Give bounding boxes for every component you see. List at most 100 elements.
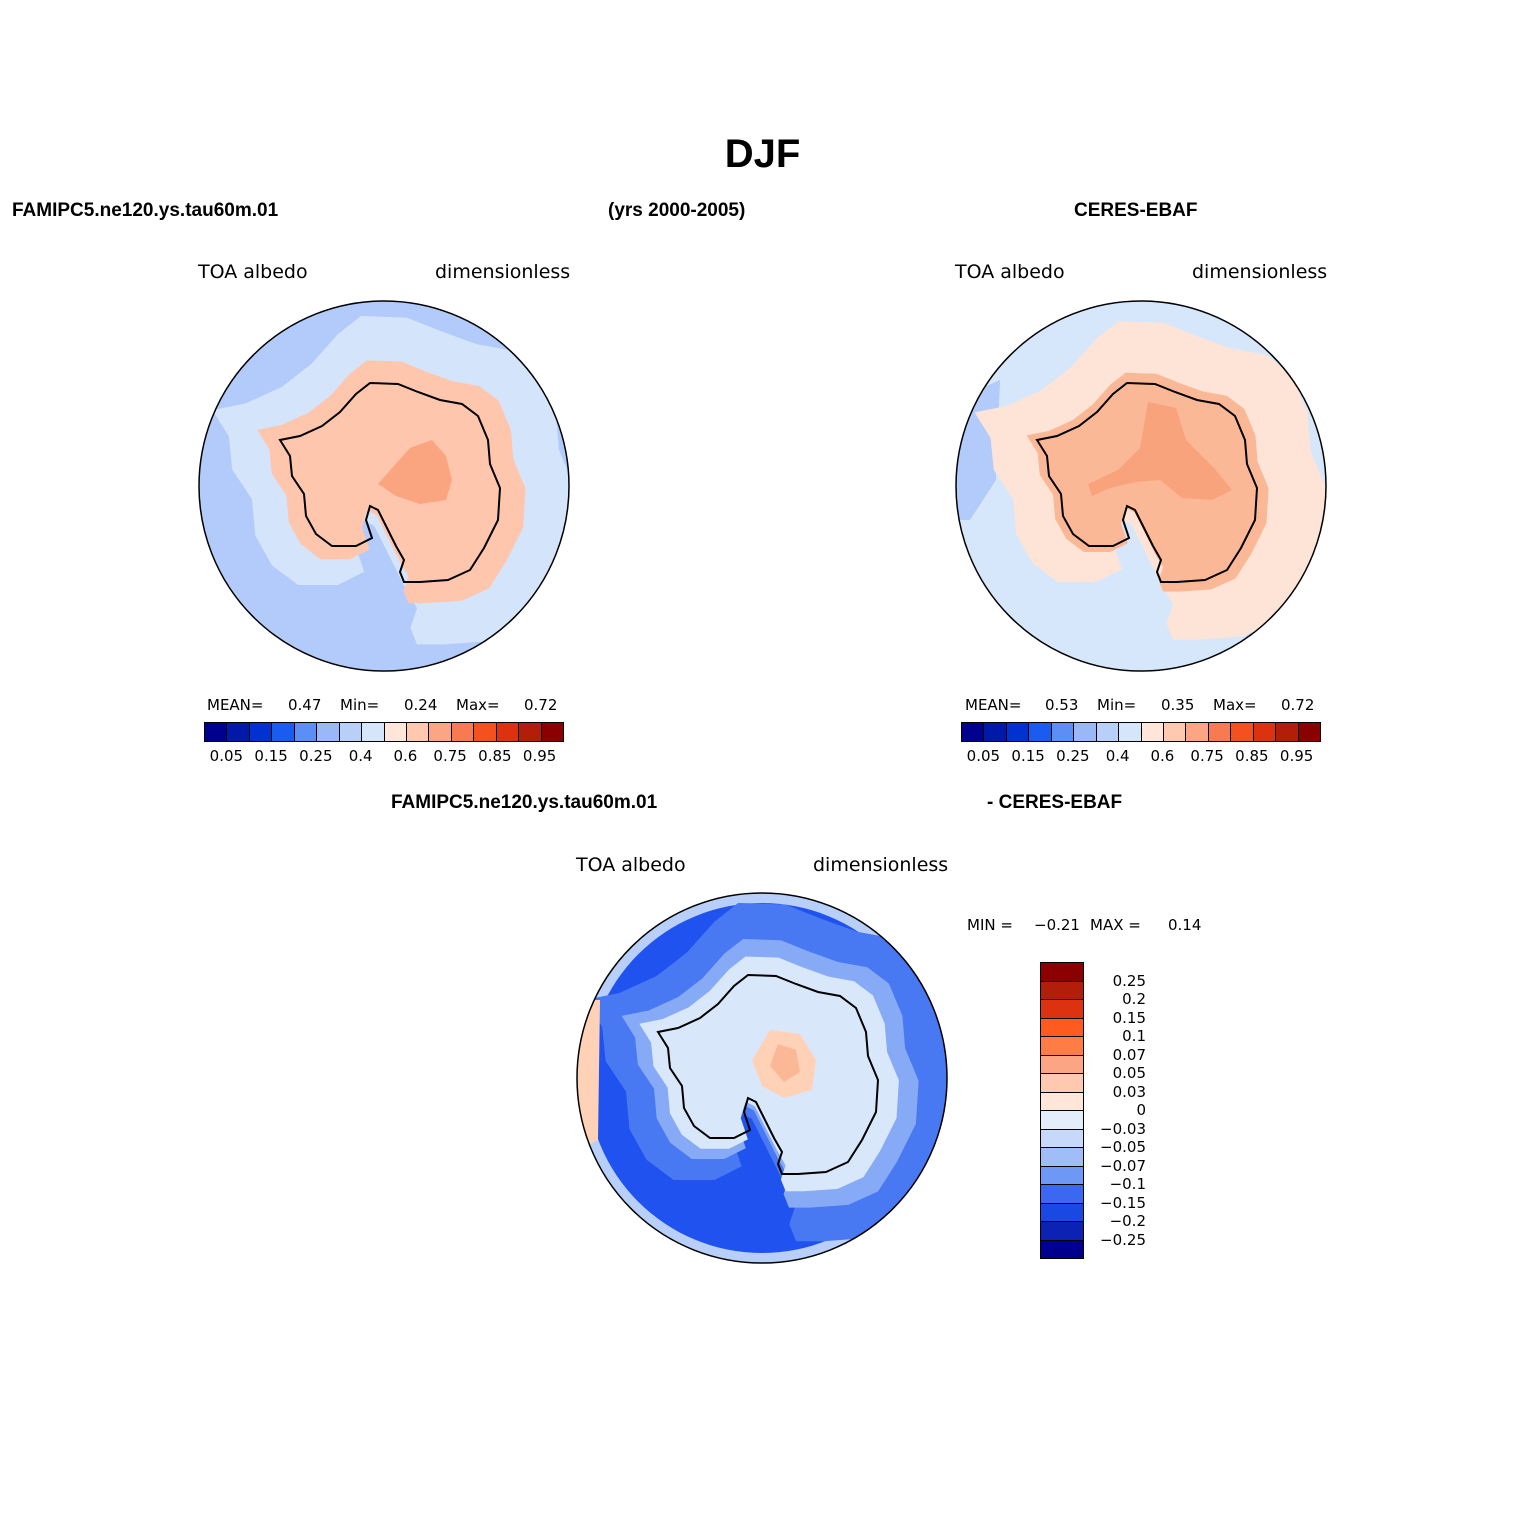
model-colorbar-swatch [429,723,452,741]
diff-colorbar-swatch [1041,1055,1083,1074]
diff-variable-label: TOA albedo [576,854,686,876]
obs-case-title: CERES-EBAF [1074,200,1198,221]
diff-colorbar-swatch [1041,1222,1083,1241]
model-colorbar [204,722,564,742]
obs-colorbar-swatch [1119,723,1142,741]
model-colorbar-swatch [294,723,318,741]
obs-colorbar-tick-label: 0.4 [1105,747,1130,765]
model-colorbar-tick-label: 0.05 [209,747,244,765]
model-colorbar-swatch [474,723,497,741]
diff-colorbar-tick-label: 0.07 [1112,1045,1146,1064]
obs-units-label: dimensionless [1192,261,1328,283]
model-map [198,300,570,672]
model-colorbar-swatch [249,723,273,741]
obs-min-value: 0.35 [1161,696,1195,714]
obs-max-value: 0.72 [1281,696,1315,714]
obs-colorbar [961,722,1321,742]
model-units-label: dimensionless [435,261,571,283]
obs-map [955,300,1327,672]
model-max-label: Max= [456,696,500,714]
diff-colorbar-tick-label: 0 [1136,1101,1146,1119]
obs-colorbar-tick-label: 0.25 [1056,747,1090,765]
model-colorbar-tick-label: 0.75 [433,747,467,765]
obs-colorbar-tick-label: 0.05 [966,747,1001,765]
diff-units-label: dimensionless [813,854,949,876]
model-colorbar-swatch [317,723,340,741]
model-colorbar-swatch [362,723,385,741]
obs-colorbar-swatch [1163,723,1187,741]
model-coastline [278,381,502,583]
diff-colorbar-tick-label: −0.2 [1109,1212,1146,1230]
model-high-albedo [378,440,452,504]
model-min-value: 0.24 [404,696,438,714]
model-colorbar-tick-label: 0.25 [299,747,333,765]
model-colorbar-tick-label: 0.6 [393,747,418,765]
diff-colorbar-tick-label: 0.25 [1112,971,1146,990]
diff-coastline [656,973,880,1175]
diff-colorbar-tick-label: −0.25 [1100,1230,1146,1249]
obs-colorbar-tick-label: 0.15 [1011,747,1045,765]
page-title: DJF [724,132,801,176]
model-colorbar-swatch [541,723,563,741]
diff-colorbar-swatch [1041,963,1083,982]
diff-max-value: 0.14 [1168,916,1202,934]
diff-colorbar-tick-label: 0.2 [1122,990,1146,1008]
obs-colorbar-swatch [1051,723,1075,741]
diff-colorbar-tick-label: 0.15 [1112,1008,1146,1027]
diff-colorbar-tick-label: −0.03 [1100,1119,1146,1138]
model-colorbar-tick-label: 0.95 [522,747,557,765]
obs-colorbar-tick-label: 0.6 [1150,747,1175,765]
diff-case-title: FAMIPC5.ne120.ys.tau60m.01 [391,792,658,813]
model-colorbar-tick-label: 0.15 [254,747,288,765]
diff-colorbar-swatch [1041,1166,1083,1185]
diff-colorbar-swatch [1041,1203,1083,1222]
diff-obs-title: - CERES-EBAF [987,792,1123,813]
obs-coastline [1035,381,1259,583]
obs-colorbar-tick-label: 0.75 [1190,747,1224,765]
obs-max-label: Max= [1213,696,1257,714]
model-min-label: Min= [340,696,380,714]
diff-colorbar-tick-label: −0.05 [1100,1138,1146,1156]
diff-colorbar-tick-label: −0.07 [1100,1156,1146,1175]
diff-colorbar-swatch [1041,1000,1083,1019]
obs-colorbar-swatch [1096,723,1120,741]
model-colorbar-swatch [272,723,295,741]
diff-min-label: MIN = [967,916,1013,934]
obs-colorbar-swatch [1186,723,1209,741]
obs-colorbar-swatch [962,723,985,741]
obs-min-label: Min= [1097,696,1137,714]
diff-colorbar-swatch [1041,1074,1083,1093]
obs-land [1026,372,1269,592]
diff-colorbar-swatch [1041,981,1083,1000]
diff-max-label: MAX = [1090,916,1141,934]
diff-min-value: −0.21 [1034,916,1080,934]
diff-colorbar-swatch [1041,1185,1083,1204]
model-colorbar-swatch [519,723,542,741]
diff-positive-core [770,1044,800,1082]
model-colorbar-tick-label: 0.85 [478,747,512,765]
obs-mean-label: MEAN= [965,696,1022,714]
diff-map [576,892,948,1264]
years-label: (yrs 2000-2005) [608,200,746,221]
diff-colorbar-swatch [1041,1129,1083,1148]
obs-high-albedo [1088,402,1232,500]
diff-colorbar-swatch [1041,1018,1083,1037]
obs-colorbar-swatch [1276,723,1299,741]
diff-colorbar-swatch [1041,1092,1083,1111]
diff-colorbar [1040,962,1084,1259]
obs-colorbar-swatch [1298,723,1320,741]
model-colorbar-swatch [384,723,407,741]
diff-colorbar-tick-label: 0.05 [1112,1064,1146,1082]
model-colorbar-swatch [205,723,228,741]
obs-colorbar-swatch [1231,723,1254,741]
diff-colorbar-swatch [1041,1111,1083,1130]
obs-colorbar-tick-label: 0.95 [1279,747,1314,765]
diff-colorbar-tick-label: 0.1 [1122,1027,1146,1045]
diff-colorbar-swatch [1041,1148,1083,1167]
obs-colorbar-swatch [1253,723,1277,741]
obs-colorbar-swatch [1141,723,1164,741]
model-colorbar-swatch [339,723,363,741]
obs-colorbar-swatch [984,723,1007,741]
model-colorbar-swatch [227,723,250,741]
